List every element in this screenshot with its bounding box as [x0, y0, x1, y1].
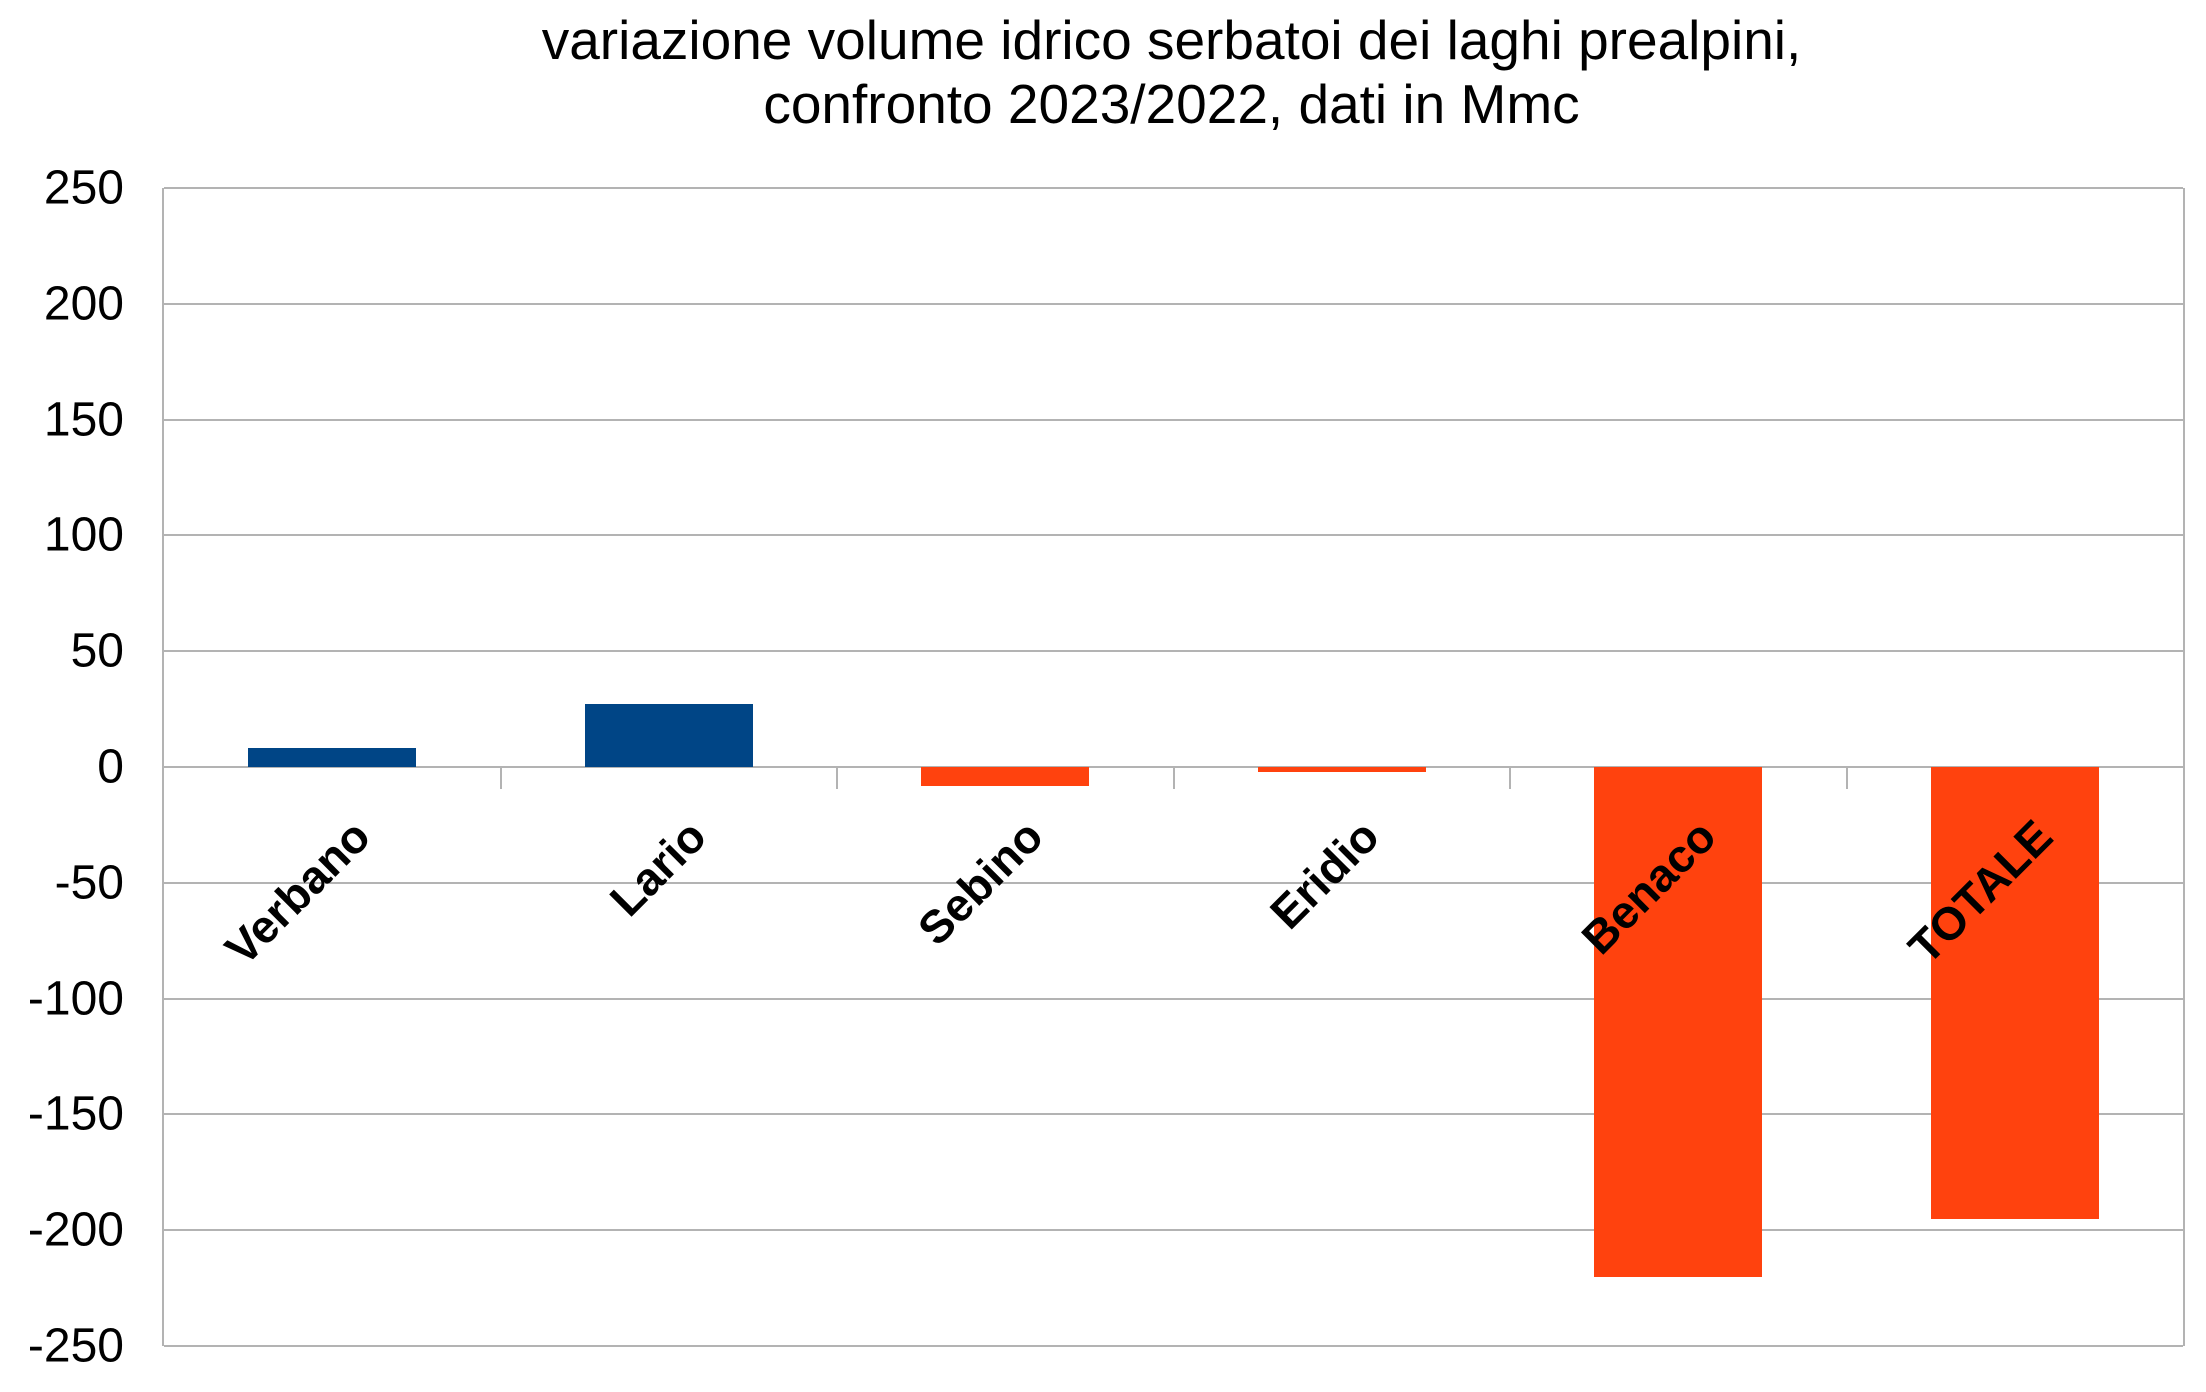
category-label-eridio: Eridio — [1260, 809, 1390, 939]
gridline-y--100 — [164, 997, 2183, 1000]
y-tick-label-100: 100 — [43, 508, 124, 562]
bar-verbano — [248, 748, 417, 767]
x-axis-tick — [1509, 767, 1511, 789]
bar-benaco — [1594, 767, 1763, 1277]
gridline-y--200 — [164, 1229, 2183, 1232]
gridline-y-50 — [164, 650, 2183, 653]
bar-eridio — [1257, 767, 1426, 772]
y-tick-label-50: 50 — [70, 624, 124, 678]
plot-area: Verbano Lario Sebino Eridio Benaco TOTALE — [162, 187, 2185, 1347]
x-axis-tick — [1845, 767, 1848, 789]
gridline-y-100 — [164, 534, 2183, 537]
gridline-y--250 — [164, 1345, 2183, 1347]
y-tick-label-150: 150 — [43, 393, 124, 447]
y-tick-label--200: -200 — [27, 1203, 124, 1257]
y-tick-label--250: -250 — [27, 1319, 124, 1373]
chart-title-line1: variazione volume idrico serbatoi dei la… — [541, 9, 1802, 71]
chart-title-line2: confronto 2023/2022, dati in Mmc — [763, 73, 1580, 136]
gridline-y-150 — [164, 418, 2183, 421]
y-tick-label-0: 0 — [97, 740, 124, 794]
bar-lario — [584, 704, 753, 767]
y-tick-label--100: -100 — [27, 972, 124, 1026]
category-label-lario: Lario — [599, 809, 717, 927]
bar-totale — [1930, 767, 2099, 1219]
y-tick-label--150: -150 — [27, 1087, 124, 1141]
y-axis-tick-labels: 250 200 150 100 50 0 -50 -100 -150 -200 -250 — [0, 162, 124, 1373]
gridline-y-200 — [164, 302, 2183, 305]
gridline-y-250 — [164, 187, 2183, 189]
bar-sebino — [921, 767, 1090, 786]
category-label-verbano: Verbano — [214, 809, 380, 975]
y-tick-label-250: 250 — [43, 161, 124, 215]
gridline-y--50 — [164, 881, 2183, 884]
x-axis-tick — [836, 767, 838, 789]
chart-title: variazione volume idrico serbatoi dei la… — [162, 8, 2181, 137]
gridline-y--150 — [164, 1113, 2183, 1116]
x-axis-tick — [1172, 767, 1175, 789]
x-axis-tick — [499, 767, 502, 789]
y-tick-label-200: 200 — [43, 277, 124, 331]
y-tick-label--50: -50 — [54, 856, 124, 910]
